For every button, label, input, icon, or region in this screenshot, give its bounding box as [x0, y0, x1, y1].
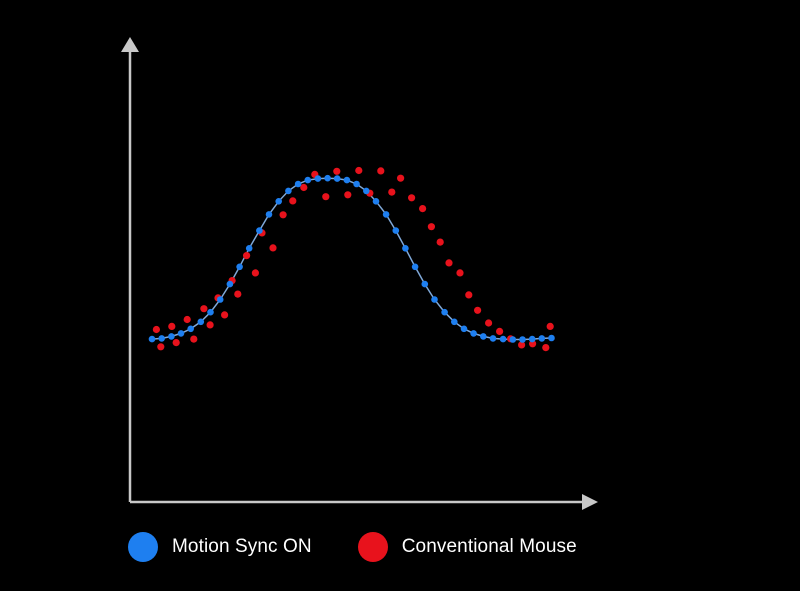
conventional-mouse-point — [200, 305, 208, 313]
conventional-mouse-point — [397, 174, 405, 182]
conventional-mouse-point — [474, 306, 482, 314]
conventional-mouse-point — [377, 167, 385, 175]
motion-sync-point — [216, 296, 224, 303]
conventional-mouse-point — [388, 188, 396, 196]
motion-sync-point — [353, 180, 360, 188]
conventional-mouse-point — [445, 259, 453, 267]
chart-axes — [121, 37, 598, 510]
fit-curve — [151, 177, 552, 341]
series-0 — [148, 174, 555, 343]
motion-sync-point — [363, 187, 370, 195]
motion-sync-point — [402, 245, 409, 252]
conventional-mouse-point — [157, 343, 165, 351]
motion-sync-point — [314, 175, 322, 182]
conventional-mouse-point — [190, 335, 198, 343]
motion-sync-point — [207, 308, 214, 316]
motion-sync-point — [236, 263, 243, 271]
motion-sync-point — [333, 175, 341, 182]
motion-sync-point — [538, 335, 546, 342]
legend: Motion Sync ON Conventional Mouse — [128, 532, 623, 562]
motion-sync-point — [441, 308, 448, 316]
motion-sync-point — [431, 296, 438, 303]
conventional-mouse-point — [419, 205, 427, 213]
data-points-layer — [148, 166, 555, 352]
conventional-mouse-point — [221, 311, 229, 319]
motion-sync-point — [499, 335, 507, 343]
motion-sync-point — [372, 198, 380, 205]
motion-sync-point — [158, 335, 165, 342]
motion-sync-point — [528, 335, 536, 343]
motion-sync-point — [548, 334, 555, 342]
motion-sync-point — [489, 335, 497, 342]
motion-sync-point — [265, 211, 273, 218]
conventional-mouse-point — [408, 194, 416, 202]
motion-sync-point — [294, 180, 302, 188]
x-axis-arrow — [582, 494, 598, 510]
conventional-mouse-point — [269, 244, 277, 252]
motion-sync-point — [256, 227, 263, 234]
conventional-mouse-point — [322, 193, 330, 201]
conventional-mouse-point — [427, 223, 435, 231]
motion-sync-point — [197, 318, 205, 326]
conventional-mouse-point — [496, 327, 504, 335]
legend-label-conventional-mouse: Conventional Mouse — [401, 536, 577, 557]
conventional-mouse-point — [172, 339, 180, 347]
motion-sync-point — [148, 335, 156, 343]
conventional-mouse-point — [289, 197, 297, 205]
conventional-mouse-point — [518, 341, 526, 349]
conventional-mouse-point — [251, 269, 259, 277]
conventional-mouse-point — [456, 269, 464, 277]
motion-sync-point — [285, 187, 292, 195]
fit-curve-layer — [151, 177, 552, 341]
motion-sync-point — [324, 174, 331, 182]
motion-sync-point — [411, 263, 419, 271]
conventional-mouse-point — [183, 315, 191, 324]
conventional-mouse-point — [546, 322, 554, 330]
conventional-mouse-point — [542, 344, 550, 352]
motion-sync-point — [480, 333, 487, 340]
motion-sync-point — [187, 325, 194, 333]
legend-marker-motion-sync — [128, 532, 158, 562]
series-1 — [152, 166, 554, 352]
legend-item-motion-sync: Motion Sync ON — [128, 532, 312, 562]
conventional-mouse-point — [465, 291, 473, 299]
motion-sync-point — [343, 176, 351, 184]
motion-sync-point — [245, 245, 253, 252]
motion-sync-point — [177, 330, 185, 337]
legend-item-conventional-mouse: Conventional Mouse — [357, 532, 577, 562]
motion-sync-point — [451, 318, 458, 326]
motion-sync-point — [304, 176, 312, 184]
motion-sync-point — [392, 227, 400, 234]
conventional-mouse-point — [485, 319, 493, 327]
conventional-mouse-point — [333, 167, 341, 175]
conventional-mouse-point — [300, 183, 308, 192]
legend-label-motion-sync: Motion Sync ON — [172, 536, 312, 557]
conventional-mouse-point — [243, 252, 251, 260]
conventional-mouse-point — [344, 191, 352, 199]
conventional-mouse-point — [355, 166, 363, 175]
motion-sync-point — [168, 333, 175, 340]
motion-sync-point — [275, 198, 283, 205]
motion-sync-point — [470, 330, 477, 337]
motion-sync-point — [382, 211, 390, 218]
motion-sync-point — [519, 336, 526, 343]
conventional-mouse-point — [234, 290, 242, 298]
motion-sync-point — [460, 325, 468, 333]
conventional-mouse-point — [436, 238, 444, 246]
motion-sync-point — [226, 280, 234, 288]
conventional-mouse-point — [206, 321, 214, 329]
conventional-mouse-point — [279, 211, 287, 219]
y-axis-arrow — [121, 37, 139, 52]
legend-marker-conventional-mouse — [357, 532, 388, 562]
motion-sync-point — [509, 336, 517, 343]
conventional-mouse-point — [168, 322, 176, 330]
motion-sync-point — [421, 280, 429, 288]
conventional-mouse-point — [152, 325, 160, 334]
